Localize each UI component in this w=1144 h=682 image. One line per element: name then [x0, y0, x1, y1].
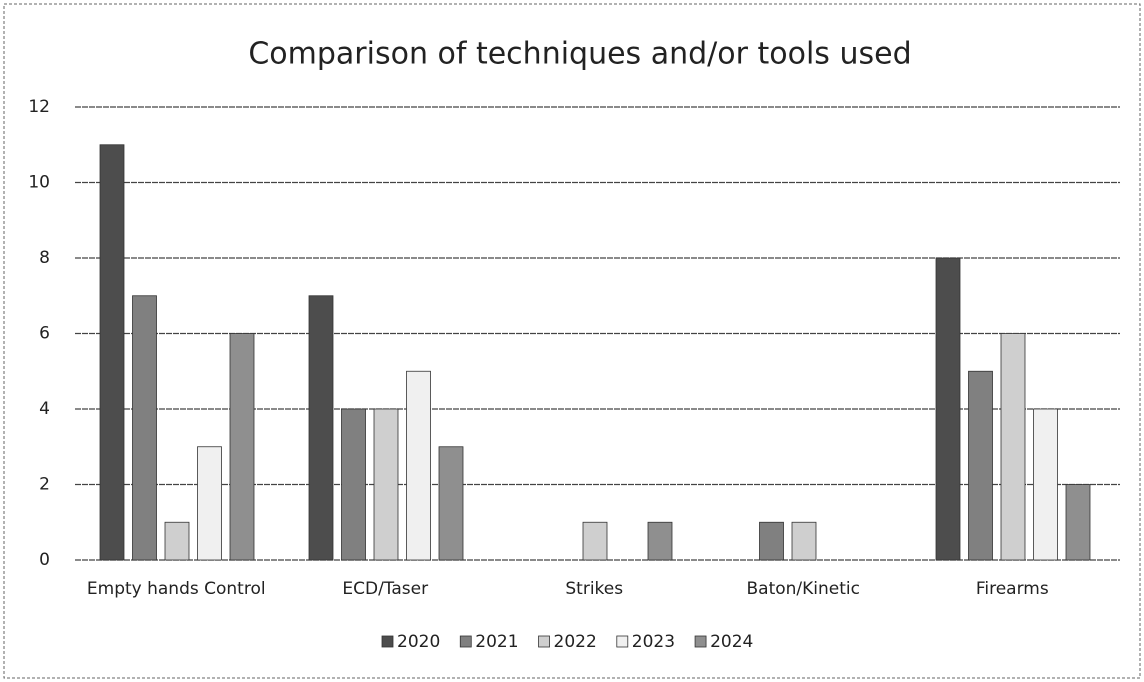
- bar: [373, 408, 399, 561]
- legend-swatch: [459, 635, 472, 648]
- bar: [935, 257, 961, 561]
- chart-title: Comparison of techniques and/or tools us…: [248, 37, 911, 72]
- legend-swatch: [616, 635, 629, 648]
- x-tick-label: Empty hands Control: [87, 579, 266, 599]
- legend-swatch: [538, 635, 550, 648]
- bar: [1000, 333, 1026, 561]
- bar: [308, 295, 334, 561]
- bar: [164, 521, 190, 561]
- y-tick-label: 2: [39, 475, 50, 495]
- legend-label: 2023: [632, 632, 675, 652]
- y-tick-label: 0: [39, 550, 50, 570]
- bar: [229, 333, 255, 561]
- legend-label: 2024: [710, 632, 753, 652]
- chart-border: [3, 3, 1141, 679]
- bar: [647, 521, 673, 561]
- x-tick-label: Baton/Kinetic: [747, 579, 861, 599]
- bar: [438, 446, 464, 561]
- legend-swatch: [694, 635, 707, 648]
- x-tick-label: ECD/Taser: [342, 579, 428, 599]
- legend-label: 2022: [554, 632, 597, 652]
- legend-label: 2021: [475, 632, 518, 652]
- bar: [341, 408, 366, 561]
- bar: [791, 521, 817, 561]
- bar: [406, 370, 431, 561]
- bar: [197, 446, 222, 561]
- legend-label: 2020: [397, 632, 440, 652]
- bar: [99, 144, 125, 561]
- bar: [1065, 484, 1091, 561]
- x-tick-label: Firearms: [976, 579, 1049, 599]
- y-tick-label: 6: [39, 324, 50, 344]
- y-tick-label: 8: [39, 248, 50, 268]
- bar: [1033, 408, 1058, 561]
- legend-swatch: [381, 635, 394, 648]
- y-tick-label: 10: [28, 173, 50, 193]
- bar: [759, 521, 784, 561]
- x-tick-label: Strikes: [565, 579, 623, 599]
- bar: [582, 521, 608, 561]
- y-tick-label: 4: [39, 399, 50, 419]
- bar: [968, 370, 993, 561]
- y-tick-label: 12: [28, 97, 50, 117]
- bar: [132, 295, 157, 561]
